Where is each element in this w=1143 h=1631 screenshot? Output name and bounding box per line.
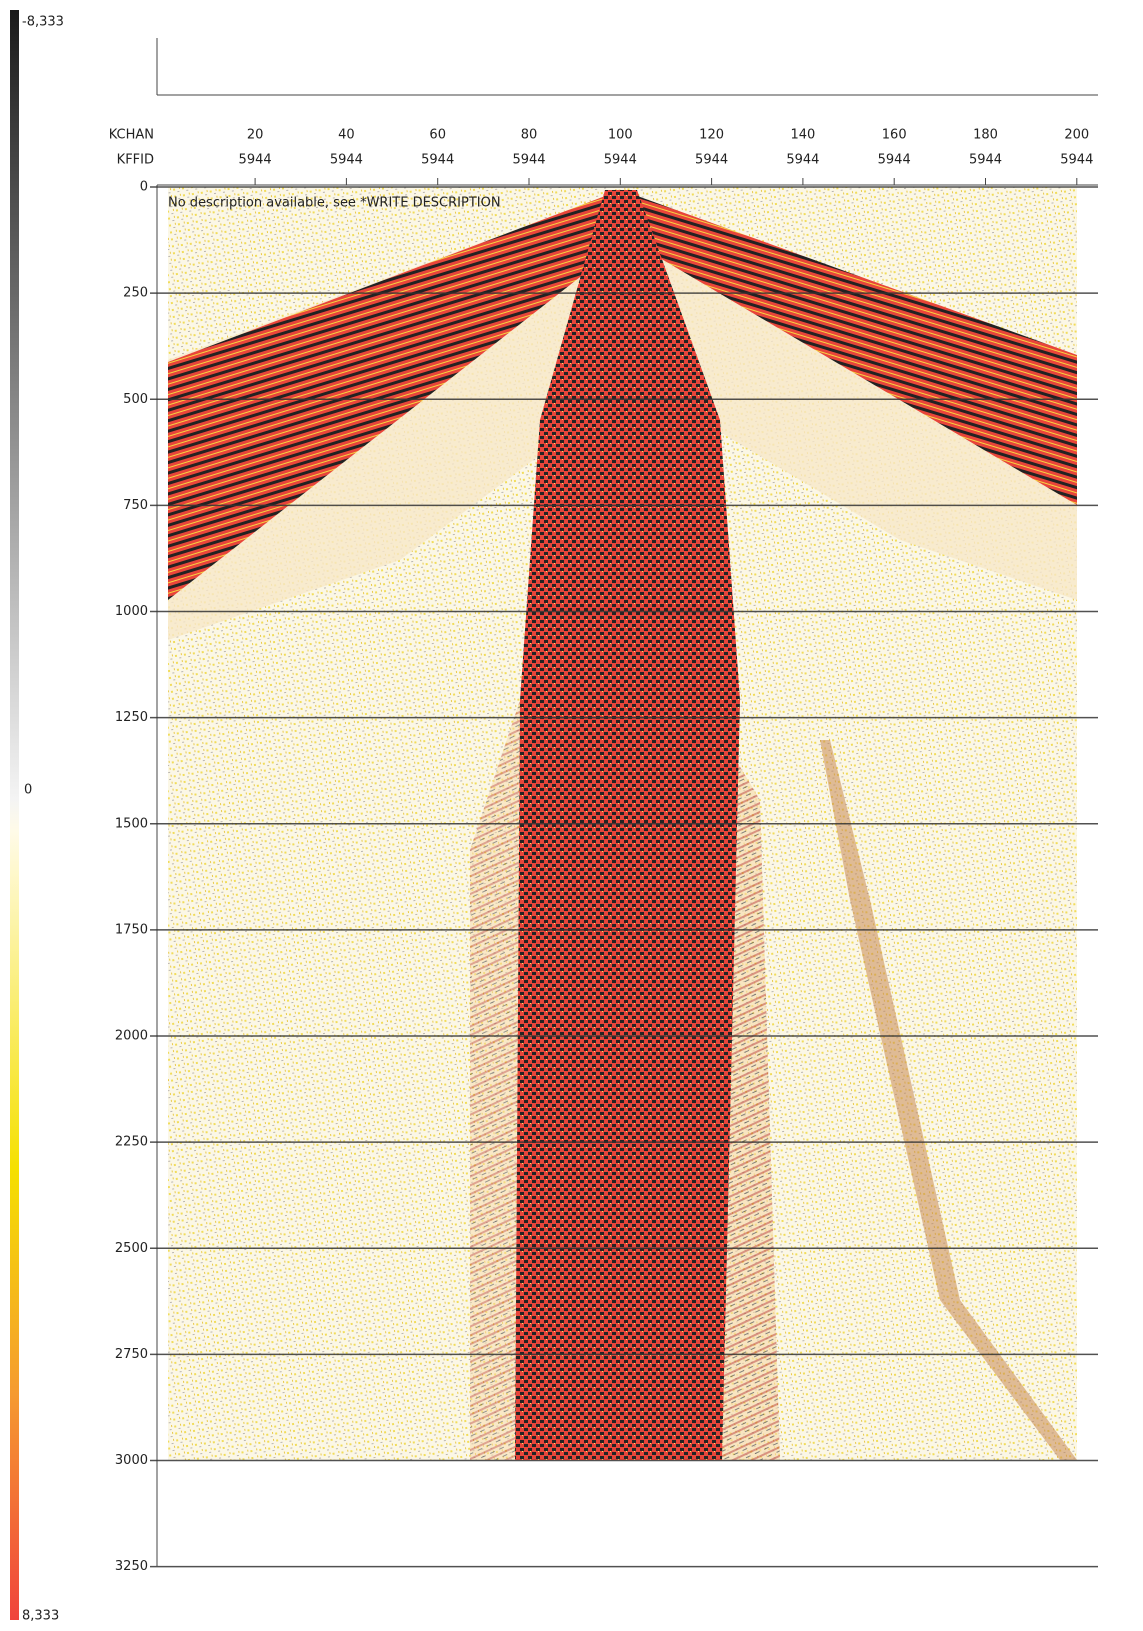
y-tick-label: 3250 [115, 1559, 148, 1574]
colorbar [10, 10, 19, 1620]
kchan-label: 40 [338, 128, 355, 143]
kffid-label: 5944 [878, 153, 911, 168]
diagonal-event [820, 740, 1077, 1460]
y-tick-label: 2250 [115, 1135, 148, 1150]
y-tick-label: 0 [140, 180, 148, 195]
row-label: KCHAN [109, 128, 154, 143]
kchan-label: 160 [882, 128, 907, 143]
kffid-label: 5944 [786, 153, 819, 168]
first-arrival [621, 190, 1077, 505]
y-tick-label: 3000 [115, 1453, 148, 1468]
kffid-label: 5944 [421, 153, 454, 168]
kchan-label: 140 [790, 128, 815, 143]
y-tick-label: 1500 [115, 816, 148, 831]
kffid-label: 5944 [330, 153, 363, 168]
colorbar-bottom-label: 8,333 [22, 1609, 59, 1624]
kchan-label: 100 [608, 128, 633, 143]
kchan-label: 180 [973, 128, 998, 143]
kffid-label: 5944 [1060, 153, 1093, 168]
kchan-label: 60 [429, 128, 446, 143]
kchan-label: 20 [247, 128, 264, 143]
kchan-label: 200 [1064, 128, 1089, 143]
y-tick-label: 500 [123, 392, 148, 407]
y-tick-label: 2750 [115, 1347, 148, 1362]
kchan-label: 80 [521, 128, 538, 143]
y-tick-label: 250 [123, 286, 148, 301]
y-tick-label: 1750 [115, 922, 148, 937]
kffid-label: 5944 [695, 153, 728, 168]
kffid-label: 5944 [969, 153, 1002, 168]
y-tick-label: 750 [123, 498, 148, 513]
y-tick-label: 1000 [115, 604, 148, 619]
y-tick-label: 2500 [115, 1241, 148, 1256]
kffid-label: 5944 [512, 153, 545, 168]
kchan-label: 120 [699, 128, 724, 143]
row-label: KFFID [117, 153, 154, 168]
y-tick-label: 1250 [115, 710, 148, 725]
noise-fan [470, 700, 520, 1460]
kffid-label: 5944 [239, 153, 272, 168]
colorbar-top-label: -8,333 [22, 15, 64, 30]
y-tick-label: 2000 [115, 1029, 148, 1044]
colorbar-mid-label: 0 [24, 783, 32, 798]
kffid-label: 5944 [604, 153, 637, 168]
description: No description available, see *WRITE DES… [168, 196, 501, 211]
